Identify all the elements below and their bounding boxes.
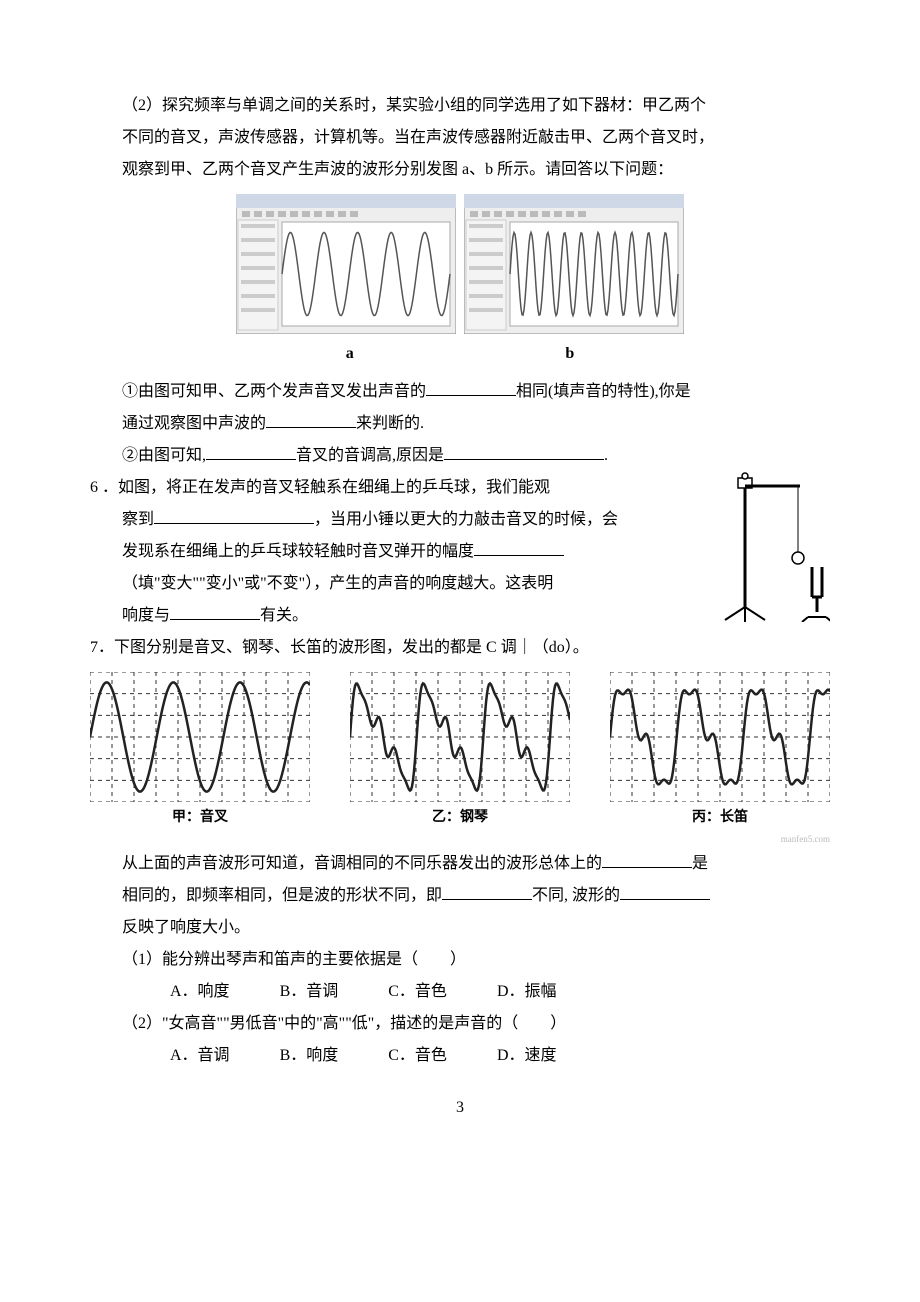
q2-line3: ②由图可知, 音叉的音调高,原因是. [90, 440, 830, 472]
q2-line2: 通过观察图中声波的 来判断的. [90, 408, 830, 440]
q7-sub1: （1）能分辨出琴声和笛声的主要依据是（ ） [90, 944, 830, 976]
q2-l2a: 通过观察图中声波的 [122, 415, 266, 432]
q2-intro-3: 观察到甲、乙两个音叉产生声波的波形分别发图 a、b 所示。请回答以下问题： [90, 154, 830, 186]
q2-l3b: 音叉的音调高,原因是 [296, 447, 444, 464]
q2-l2b: 来判断的. [356, 415, 424, 432]
page: （2）探究频率与单调之间的关系时，某实验小组的同学选用了如下器材：甲乙两个 不同… [0, 0, 920, 1164]
blank[interactable] [154, 507, 314, 524]
q6-line5: 响度与 有关。 [90, 600, 710, 632]
watermark: manfen5.com [90, 830, 830, 848]
blank[interactable] [170, 603, 260, 620]
q7-figure-piano-wave [350, 672, 570, 802]
q2-intro-1: （2）探究频率与单调之间的关系时，某实验小组的同学选用了如下器材：甲乙两个 [90, 90, 830, 122]
q7-figures: 甲：音叉 乙：钢琴 丙：长笛 [90, 672, 830, 832]
q7-t2b: 不同, 波形的 [532, 887, 620, 904]
q2-l3a: ②由图可知, [122, 447, 206, 464]
q2-label-a: a [346, 338, 354, 370]
blank[interactable] [442, 883, 532, 900]
q2-intro-2: 不同的音叉，声波传感器，计算机等。当在声波传感器附近敲击甲、乙两个音叉时， [90, 122, 830, 154]
blank[interactable] [620, 883, 710, 900]
choice-b[interactable]: B．音调 [280, 976, 339, 1008]
blank[interactable] [474, 539, 564, 556]
q7-num: 7． [90, 639, 114, 656]
q2-l1a: ①由图可知甲、乙两个发声音叉发出声音的 [122, 383, 426, 400]
q6-l5a: 响度与 [122, 607, 170, 624]
q7-figure-tuning-fork-wave [90, 672, 310, 802]
blank[interactable] [266, 411, 356, 428]
q2-figure-b [464, 194, 684, 334]
q2-figure-row [90, 194, 830, 334]
q7-sub1-choices: A．响度 B．音调 C．音色 D．振幅 [90, 976, 830, 1008]
q6-l5b: 有关。 [260, 607, 308, 624]
q6-line4: （填"变大""变小"或"不变"），产生的声音的响度越大。这表明 [90, 568, 710, 600]
choice-d[interactable]: D．振幅 [497, 976, 557, 1008]
page-number: 3 [90, 1092, 830, 1124]
blank[interactable] [602, 851, 692, 868]
q7-t1a: 从上面的声音波形可知道，音调相同的不同乐器发出的波形总体上的 [122, 855, 602, 872]
choice-b[interactable]: B．响度 [280, 1040, 339, 1072]
q7-text2: 相同的，即频率相同，但是波的形状不同，即 不同, 波形的 [90, 880, 830, 912]
q2-l1b: 相同(填声音的特性),你是 [516, 383, 691, 400]
q6-l2b: ，当用小锤以更大的力敲击音叉的时候，会 [314, 511, 618, 528]
q7-t2a: 相同的，即频率相同，但是波的形状不同，即 [122, 887, 442, 904]
q6: 6 ．如图，将正在发声的音叉轻触系在细绳上的乒乓球，我们能观 察到 ，当用小锤以更… [90, 472, 830, 632]
q2-label-b: b [565, 338, 574, 370]
blank[interactable] [426, 379, 516, 396]
q7-text1: 从上面的声音波形可知道，音调相同的不同乐器发出的波形总体上的 是 [90, 848, 830, 880]
q7-sub2: （2）"女高音""男低音"中的"高""低"，描述的是声音的（ ） [90, 1008, 830, 1040]
q7-intro-text: 下图分别是音叉、钢琴、长笛的波形图，发出的都是 C 调｜（do）。 [114, 639, 589, 656]
blank[interactable] [444, 443, 604, 460]
q7-intro: 7．下图分别是音叉、钢琴、长笛的波形图，发出的都是 C 调｜（do）。 [90, 632, 830, 664]
q7-sub2-choices: A．音调 B．响度 C．音色 D．速度 [90, 1040, 830, 1072]
q2-l3c: . [604, 447, 608, 464]
choice-c[interactable]: C．音色 [388, 1040, 447, 1072]
choice-d[interactable]: D．速度 [497, 1040, 557, 1072]
q2-figure-a [236, 194, 456, 334]
q6-l2a: 察到 [122, 511, 154, 528]
q6-line3: 发现系在细绳上的乒乓球较轻触时音叉弹开的幅度 [90, 536, 710, 568]
q7-cap3: 丙：长笛 [610, 804, 830, 832]
q7-cap2: 乙：钢琴 [350, 804, 570, 832]
q6-line2: 察到 ，当用小锤以更大的力敲击音叉的时候，会 [90, 504, 710, 536]
q2-figure-labels: a b [240, 338, 680, 370]
q6-figure-tuning-fork [720, 472, 830, 622]
q7-text3: 反映了响度大小。 [90, 912, 830, 944]
choice-a[interactable]: A．音调 [170, 1040, 230, 1072]
q7-figure-flute-wave [610, 672, 830, 802]
q7-cap1: 甲：音叉 [90, 804, 310, 832]
choice-c[interactable]: C．音色 [388, 976, 447, 1008]
q7-t1b: 是 [692, 855, 708, 872]
q6-line1: 6 ．如图，将正在发声的音叉轻触系在细绳上的乒乓球，我们能观 [90, 472, 710, 504]
q6-l3a: 发现系在细绳上的乒乓球较轻触时音叉弹开的幅度 [122, 543, 474, 560]
choice-a[interactable]: A．响度 [170, 976, 230, 1008]
q6-num: 6 [90, 479, 98, 496]
blank[interactable] [206, 443, 296, 460]
q6-l1: ．如图，将正在发声的音叉轻触系在细绳上的乒乓球，我们能观 [102, 479, 550, 496]
q2-line1: ①由图可知甲、乙两个发声音叉发出声音的 相同(填声音的特性),你是 [90, 376, 830, 408]
